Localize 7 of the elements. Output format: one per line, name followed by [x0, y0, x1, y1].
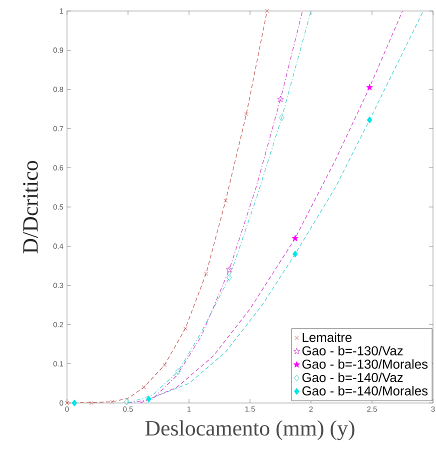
legend-label: Lemaitre — [302, 332, 352, 342]
y-axis-title: D/Dcritico — [23, 160, 38, 254]
legend-label: Gao - b=-140/Vaz — [302, 372, 403, 382]
legend-label: Gao - b=-140/Morales — [302, 386, 428, 396]
legend-label: Gao - b=-130/Morales — [302, 359, 428, 369]
legend-label: Gao - b=-130/Vaz — [302, 346, 403, 356]
x-axis-title: Deslocamento (mm) (y) — [145, 420, 354, 440]
